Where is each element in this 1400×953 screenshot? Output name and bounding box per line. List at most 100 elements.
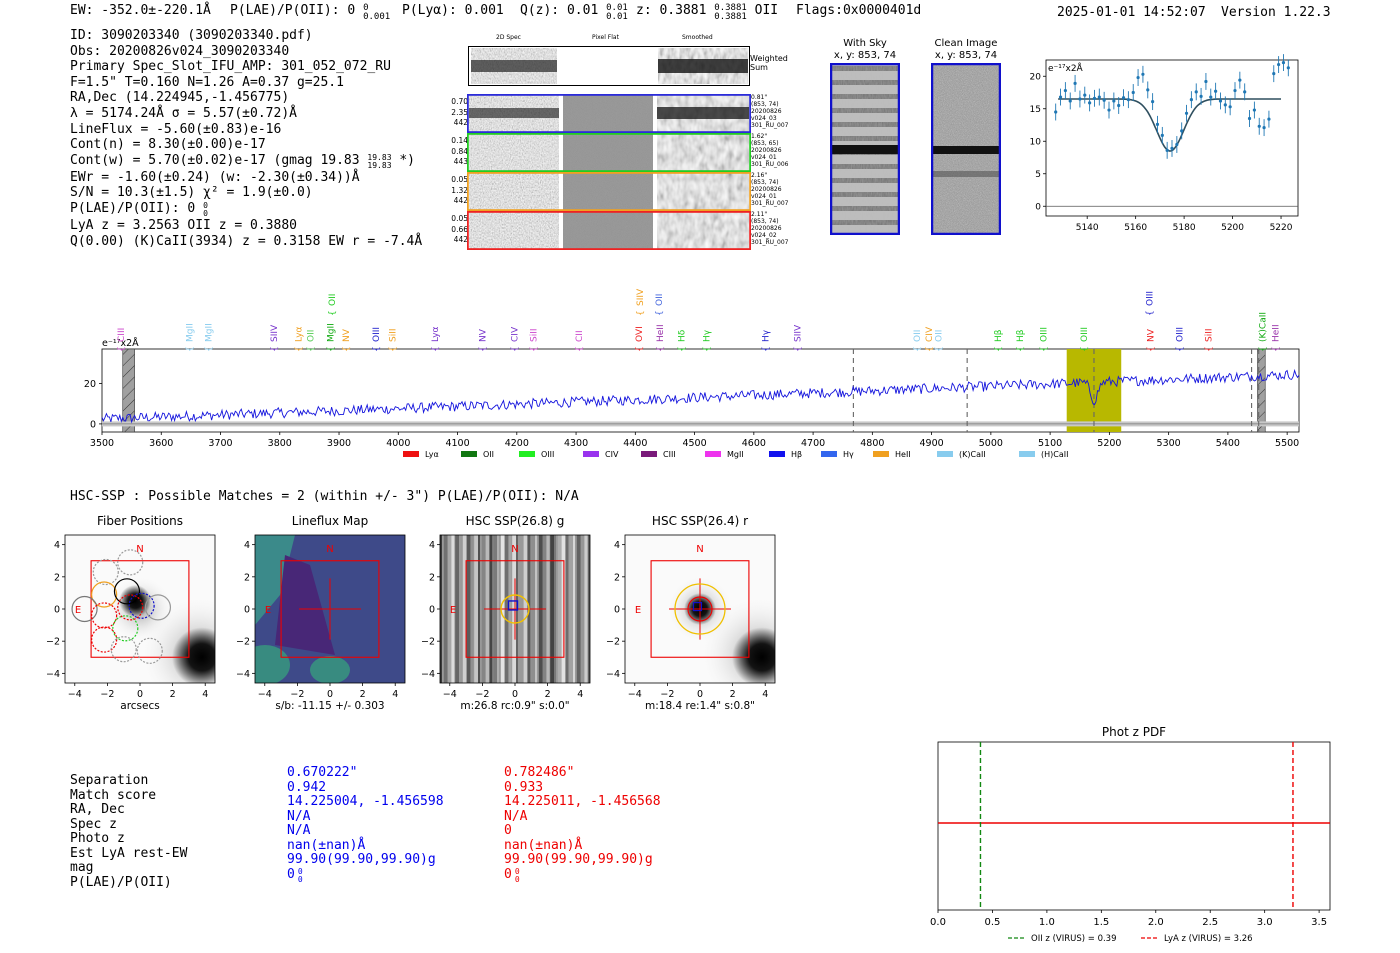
match-table-value-text: 14.225011, -1.456568 <box>504 794 661 809</box>
photz-legend-oii: OII z (VIRUS) = 0.39 <box>1031 934 1117 944</box>
spectral-line-marker: { <box>388 346 398 352</box>
zoom-point-marker <box>1136 75 1140 80</box>
zoom-data-point <box>1194 83 1198 101</box>
spectral-line-label: OIII <box>1040 327 1050 342</box>
spectrum-legend-item: Hγ <box>821 450 854 459</box>
zoom-data-point <box>1180 122 1184 140</box>
spectral-line-label: OII <box>655 294 665 306</box>
hsc-aperture-box <box>90 560 190 658</box>
header-version: Version 1.22.3 <box>1221 5 1331 20</box>
zoom-data-point <box>1160 126 1164 144</box>
zoom-point-marker <box>1151 100 1155 104</box>
fiber-border <box>467 133 751 172</box>
spectral-line-marker: { <box>935 346 945 352</box>
fiber-row: 0.05 0.66 442 2.11" (853, 74) 20200826 v024_02… <box>451 211 794 250</box>
hsc-panel: Lineflux Map N E 4 2 0 −2 −4 −4 −2 0 2 4 s/b: -11.15 … <box>236 514 406 712</box>
hsc-g-stripe <box>576 535 581 683</box>
spectrum-masked-region <box>122 348 135 433</box>
zoom-data-point <box>1063 82 1067 99</box>
hsc-g-stripe <box>440 535 442 683</box>
match-table-label: RA, Dec <box>70 802 125 817</box>
match-table-value: 0.782486" <box>504 765 661 781</box>
hsc-xtick-label: 4 <box>392 689 398 700</box>
hsc-panel: HSC SSP(26.8) g N E 4 2 0 −2 −4 −4 −2 0 2 4 m:26.8 rc… <box>421 514 591 712</box>
spectral-line-label: Lyα <box>431 326 441 342</box>
zoom-ytick-label: 10 <box>1030 137 1042 147</box>
spectrum-legend-swatch <box>583 451 599 457</box>
zoom-data-point <box>1243 83 1247 101</box>
info-lambda: λ = 5174.24Å σ = 5.57(±0.72)Å <box>70 105 297 121</box>
fiber-left-value: 442 <box>453 118 468 127</box>
zoom-point-marker <box>1228 105 1232 109</box>
hsc-ytick-label: 2 <box>244 572 250 583</box>
match-table-value: 0.670222" <box>287 765 444 781</box>
hsc-panel-image <box>65 535 215 683</box>
spectral-line-marker: { <box>794 346 804 352</box>
spectrum-xtick-label: 4200 <box>505 438 529 449</box>
info-id: ID: 3090203340 (3090203340.pdf) <box>70 28 313 43</box>
spectrum-xtick-label: 3800 <box>268 438 292 449</box>
fiber-right-value: v024_01 <box>751 154 777 161</box>
spectrum-legend-item: OII <box>461 450 494 459</box>
spectral-line-marker: { <box>925 346 935 352</box>
spectral-line-label: HeII <box>656 324 666 342</box>
spectrum-xtick-label: 4900 <box>920 438 944 449</box>
zoom-data-point <box>1175 136 1179 153</box>
header-plae-text: P(LAE)/P(OII): 0 <box>230 3 356 18</box>
spectrum-xtick-label: 3700 <box>208 438 232 449</box>
match-table-label: Separation <box>70 773 149 788</box>
zoom-data-point <box>1204 73 1208 90</box>
header-plae: P(LAE)/P(OII): 0 0 0.001 <box>230 3 390 22</box>
zoom-point-marker <box>1063 88 1067 93</box>
photz-xtick-label: 1.5 <box>1093 917 1109 928</box>
hsc-g-stripe <box>565 535 569 683</box>
fiber-row: 0.14 0.84 443 1.62" (853, 65) 20200826 v024_01… <box>451 133 794 172</box>
hsc-east-label: E <box>75 605 81 616</box>
hsc-ytick-label: −4 <box>46 669 60 680</box>
zoom-data-point <box>1102 91 1106 109</box>
hsc-g-stripe <box>470 535 474 683</box>
header-flags: Flags:0x0000401d <box>796 3 922 18</box>
zoom-data-point <box>1257 117 1261 135</box>
fiber-right-value: 301_RU_007 <box>751 122 789 129</box>
zoom-data-point <box>1068 92 1072 110</box>
spectral-line-label: CIV <box>925 326 935 342</box>
zoom-data-point <box>1073 74 1077 92</box>
spectral-line-label: (K)CaII <box>1258 312 1268 342</box>
hsc-g-stripe <box>584 535 588 683</box>
zoom-data-point <box>1277 56 1281 73</box>
spectrum-legend-item: (H)CaII <box>1019 450 1068 459</box>
spectral-line-label: SIIV <box>794 324 804 342</box>
zoom-data-point <box>1199 87 1203 105</box>
zoom-ytick-label: 5 <box>1035 170 1041 180</box>
fiber-position-circle <box>110 636 137 663</box>
fiber-position-circle <box>112 615 139 642</box>
hsc-aperture-box <box>650 560 750 658</box>
hsc-xtick-label: 4 <box>202 689 208 700</box>
zoom-point-marker <box>1068 99 1072 103</box>
spec2d-weighted-sum <box>468 46 750 86</box>
spectrum-legend-item: Lyα <box>403 450 439 459</box>
spectrum-xtick-label: 4600 <box>742 438 766 449</box>
spectrum-legend-swatch <box>769 451 785 457</box>
fiber-cutouts <box>467 94 751 133</box>
spectral-line-label: Hβ <box>1016 329 1026 342</box>
spectrum-legend-label: (K)CaII <box>959 450 986 459</box>
zoom-point-marker <box>1272 72 1276 76</box>
match-table-value: N/A <box>504 809 661 825</box>
photz-xtick-label: 0.5 <box>984 917 1000 928</box>
fiber-left-value: 0.70 <box>451 97 468 106</box>
fiber-gap <box>560 133 563 172</box>
hsc-ytick-label: −2 <box>236 637 250 648</box>
spectral-line-marker: { <box>327 346 337 352</box>
match-table-sub: 0 <box>514 874 520 884</box>
zoom-point-marker <box>1092 96 1097 100</box>
header-plae-sub: 0.001 <box>363 12 391 22</box>
info-primary: Primary Spec_Slot_IFU_AMP: 301_052_072_R… <box>70 59 391 75</box>
fiber-left-value: 443 <box>453 157 468 166</box>
spectral-line-marker: { <box>575 346 585 352</box>
spectral-line-label: SIIV <box>636 288 646 306</box>
fiber-smoothed-trace <box>657 107 749 119</box>
zoom-data-point <box>1189 91 1193 109</box>
